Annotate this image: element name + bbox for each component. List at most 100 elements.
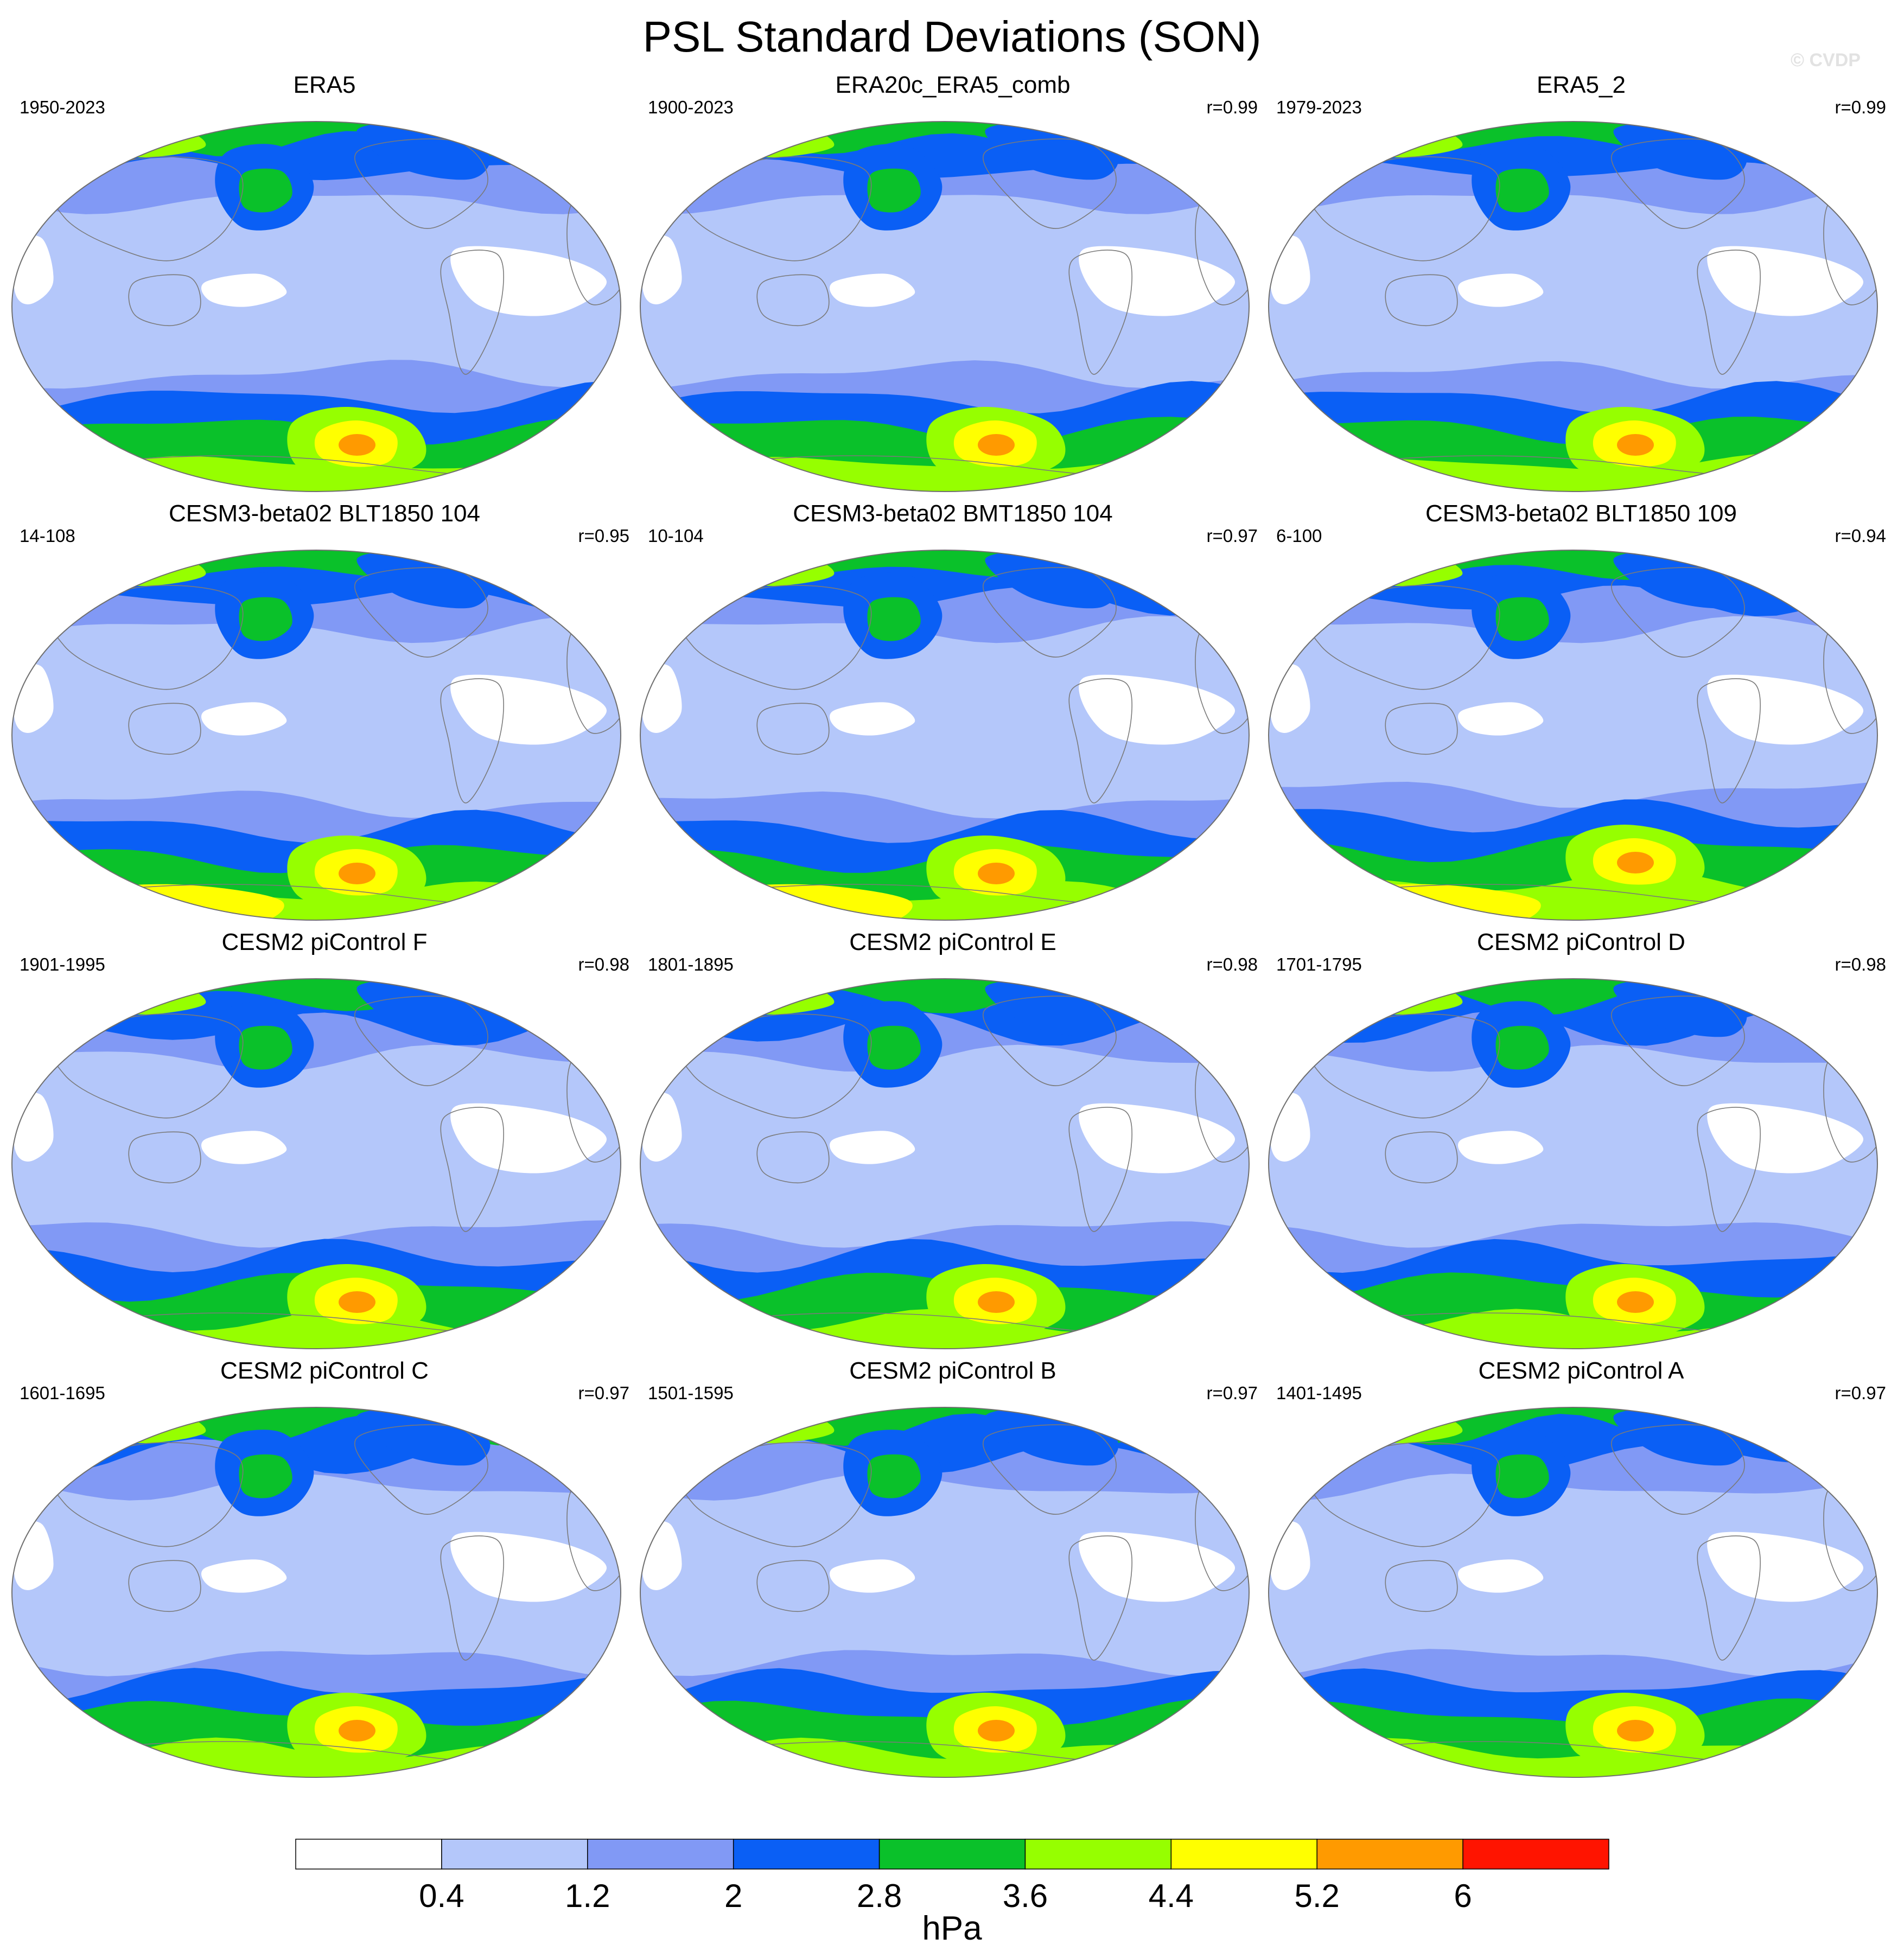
colorbar-units: hPa: [922, 1910, 982, 1947]
panel-pattern-correlation: r=0.94: [1835, 526, 1887, 546]
panel-pattern-correlation: r=0.97: [1206, 526, 1258, 546]
field-north-pacific: [1495, 1025, 1549, 1070]
panel-period: 1501-1595: [648, 1383, 734, 1403]
field-arctic: [701, 554, 835, 586]
field-north-pacific: [239, 1025, 292, 1070]
robinson-map: [11, 121, 621, 492]
coast-australia: [756, 274, 830, 326]
coast-asia: [679, 585, 872, 690]
field-north-pacific: [1495, 1454, 1549, 1498]
coast-north-america: [983, 1424, 1117, 1515]
field-tropical-min: [1457, 1131, 1544, 1164]
coast-north-america: [354, 567, 488, 658]
coast-south-america: [440, 1107, 504, 1232]
field-arctic: [701, 1412, 835, 1444]
panel-period: 14-108: [20, 526, 75, 546]
coast-north-america: [1611, 138, 1745, 229]
colorbar-tick-label: 6: [1454, 1878, 1472, 1914]
field-north-pacific: [867, 597, 921, 641]
colorbar-tick-label: 2.8: [856, 1878, 902, 1914]
robinson-map: [1268, 978, 1878, 1349]
panel-period: 1701-1795: [1276, 954, 1362, 974]
coast-australia: [1385, 703, 1458, 755]
map-border: [11, 550, 621, 921]
colorbar-swatch: [1316, 1839, 1463, 1870]
coast-north-america: [354, 996, 488, 1086]
map-border: [11, 1407, 621, 1778]
coast-north-america: [983, 567, 1117, 658]
panel-pattern-correlation: r=0.99: [1835, 97, 1887, 117]
field-tropical-min: [201, 1559, 287, 1593]
field-north-pacific: [867, 1454, 921, 1498]
field-tropical-min: [201, 702, 287, 736]
colorbar-swatch: [441, 1839, 588, 1870]
robinson-map: [1268, 1407, 1878, 1778]
map-panel: ERA5 1950-2023: [10, 71, 639, 496]
coast-asia: [51, 1013, 244, 1119]
panel-period: 1950-2023: [20, 97, 105, 117]
coast-south-america: [440, 1535, 504, 1661]
map-panel: CESM3-beta02 BMT1850 104 10-104 r=0.97: [638, 499, 1268, 925]
panel-title: CESM2 piControl E: [849, 929, 1056, 955]
panel-period: 1801-1895: [648, 954, 734, 974]
field-tropical-min: [201, 273, 287, 307]
coast-australia: [1385, 274, 1458, 326]
field-north-pacific: [867, 168, 921, 213]
map-border: [1268, 550, 1878, 921]
coast-north-america: [983, 996, 1117, 1086]
coast-asia: [1308, 585, 1500, 690]
field-north-band: [1269, 979, 1877, 1016]
coast-asia: [679, 1442, 872, 1547]
field-arctic: [73, 1412, 206, 1444]
panel-title: CESM3-beta02 BLT1850 104: [169, 500, 480, 527]
colorbar-swatch: [295, 1839, 442, 1870]
coast-north-america: [1611, 1424, 1745, 1515]
field-tropical-min: [1707, 1103, 1863, 1173]
map-border: [1268, 978, 1878, 1349]
panel-title: CESM2 piControl F: [221, 929, 428, 955]
robinson-map: [640, 550, 1250, 921]
map-border: [1268, 121, 1878, 492]
panel-title: CESM2 piControl C: [220, 1357, 429, 1384]
coast-south-america: [440, 250, 504, 375]
coastlines: [1308, 1424, 1877, 1765]
coast-australia: [128, 703, 201, 755]
coast-australia: [1385, 1560, 1458, 1612]
coast-south-america: [1068, 678, 1132, 803]
panel-title: CESM2 piControl B: [849, 1357, 1056, 1384]
field-tropical-min: [450, 674, 607, 745]
coast-australia: [756, 703, 830, 755]
colorbar-tick-label: 5.2: [1294, 1878, 1340, 1914]
field-tropical-min: [829, 1131, 915, 1164]
field-tropical-min: [1457, 702, 1544, 736]
field-north-band: [12, 979, 621, 1011]
panel-title: CESM3-beta02 BLT1850 109: [1425, 500, 1737, 527]
robinson-map: [640, 121, 1250, 492]
panel-pattern-correlation: r=0.98: [1835, 954, 1887, 974]
field-tropical-min: [450, 1532, 607, 1602]
colorbar-swatch: [1024, 1839, 1172, 1870]
map-panel: CESM2 piControl F 1901-1995 r=0.98: [10, 928, 639, 1354]
coast-asia: [1308, 1442, 1500, 1547]
colorbar-tick-label: 0.4: [419, 1878, 464, 1914]
coast-south-america: [1697, 678, 1761, 803]
map-panel: CESM2 piControl B 1501-1595 r=0.97: [638, 1356, 1268, 1782]
panel-title: ERA5: [293, 72, 356, 98]
panel-pattern-correlation: r=0.97: [1835, 1383, 1887, 1403]
map-panel: ERA20c_ERA5_comb 1900-2023 r=0.99: [638, 71, 1268, 496]
coast-south-america: [440, 678, 504, 803]
robinson-map: [1268, 121, 1878, 492]
map-panel: CESM2 piControl C 1601-1695 r=0.97: [10, 1356, 639, 1782]
colorbar-tick-label: 4.4: [1148, 1878, 1194, 1914]
coast-north-america: [1611, 996, 1745, 1086]
panel-period: 6-100: [1276, 526, 1322, 546]
field-tropical-min: [1707, 246, 1863, 316]
colorbar-swatch: [1170, 1839, 1317, 1870]
panel-pattern-correlation: r=0.98: [578, 954, 630, 974]
field-north-pacific: [239, 597, 292, 641]
field-north-pacific: [239, 168, 292, 213]
field-north-band: [640, 979, 1249, 1014]
coast-north-america: [983, 138, 1117, 229]
field-tropical-min: [201, 1131, 287, 1164]
colorbar-swatch: [733, 1839, 880, 1870]
